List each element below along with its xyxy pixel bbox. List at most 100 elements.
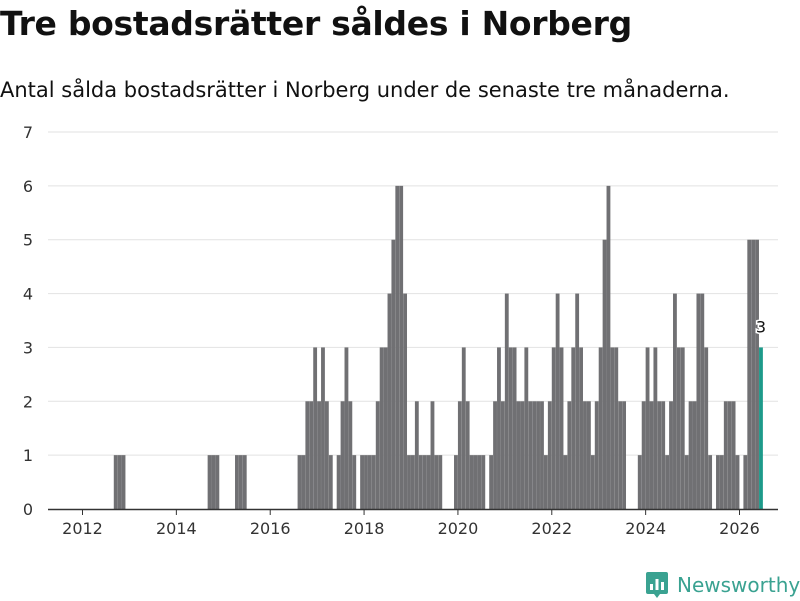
bar [512,347,517,509]
bar [731,401,736,509]
bar [590,455,595,509]
bar [473,455,478,509]
y-tick-label: 3 [23,338,33,357]
bar [454,455,458,509]
bar [594,401,599,509]
x-tick-label: 2016 [250,519,291,538]
bar [536,401,540,509]
bar [696,293,701,509]
bar [579,347,583,509]
bar [747,239,752,509]
bar [364,455,368,509]
bar [583,401,587,509]
bar [727,401,732,509]
x-tick-label: 2026 [719,519,760,538]
y-tick-label: 2 [23,392,33,411]
bar [238,455,243,509]
bar [336,455,341,509]
brand-logo[interactable]: Newsworthy [645,569,800,601]
y-tick-label: 1 [23,446,33,465]
bar [516,401,521,509]
bar [117,455,122,509]
bar [598,347,603,509]
bar [555,293,560,509]
bar [684,455,689,509]
brand-name: Newsworthy [677,573,800,597]
bar [637,455,642,509]
bar [434,455,439,509]
bar [113,455,118,509]
bar [700,293,705,509]
bar [575,293,580,509]
bar [520,401,525,509]
bar [391,239,396,509]
bar [360,455,364,509]
bars [113,185,763,510]
bar [571,347,576,509]
bar [371,455,376,509]
bar [481,455,486,509]
bar [457,401,462,509]
bar [641,401,646,509]
bar [653,347,658,509]
bar [532,401,537,509]
bar [751,239,756,509]
bar [301,455,306,509]
bar [610,347,615,509]
bar [606,185,611,510]
bar [688,401,693,509]
chart-title: Tre bostadsrätter såldes i Norberg [0,4,632,43]
bar [430,401,435,509]
bar [489,455,494,509]
bar [411,455,415,509]
x-tick-label: 2022 [531,519,572,538]
y-tick-label: 5 [23,231,33,250]
bar [414,401,419,509]
bar [563,455,568,509]
x-tick-label: 2018 [344,519,385,538]
bar [375,401,380,509]
bar [387,293,392,509]
bar [422,455,427,509]
bar [477,455,482,509]
bar [673,293,677,509]
bar-chart: 0 1 2 3 4 5 6 7 2012 2014 2016 2018 2020 2022 2024 2026… [23,123,778,538]
y-tick-label: 6 [23,177,33,196]
bar [524,347,529,509]
x-tick-label: 2012 [62,519,103,538]
bar [622,401,627,509]
bar [309,401,314,509]
bar [649,401,654,509]
bar [543,455,548,509]
bar [461,347,466,509]
bar [352,455,357,509]
gridlines [48,131,778,456]
bar [297,455,302,509]
bar [211,455,216,509]
bar [680,347,685,509]
bar [321,347,325,509]
chart-subtitle: Antal sålda bostadsrätter i Norberg unde… [0,78,730,102]
bar [317,401,321,509]
bar [469,455,474,509]
bar [676,347,681,509]
bar [547,401,552,509]
bar [704,347,709,509]
bar [716,455,720,509]
bar [665,455,670,509]
bar [559,347,564,509]
bar [465,401,470,509]
newsworthy-logo-icon [646,572,668,598]
bar [504,293,509,509]
bar [743,455,748,509]
bar [618,401,623,509]
axes: 0 1 2 3 4 5 6 7 2012 2014 2016 2018 2020 2022 2024 2026 [23,123,778,538]
bar [313,347,318,509]
bar [602,239,607,509]
bar [348,401,353,509]
bar [692,401,697,509]
bar [207,455,212,509]
bar [324,401,329,509]
bar [379,347,384,509]
bar [438,455,443,509]
